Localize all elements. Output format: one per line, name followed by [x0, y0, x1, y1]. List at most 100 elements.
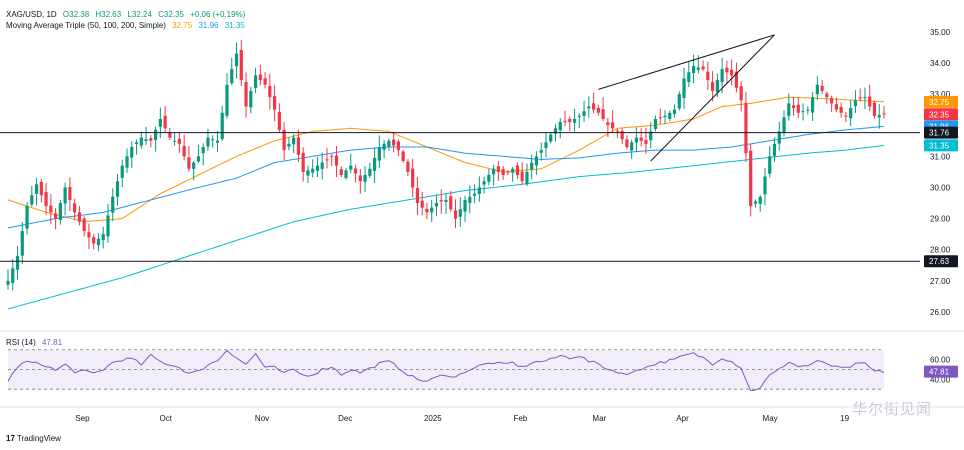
candle-body	[339, 169, 343, 175]
candle-body	[106, 215, 110, 237]
candle-body	[6, 280, 10, 285]
price-tick-label: 31.00	[930, 152, 951, 161]
candle-body	[696, 67, 700, 70]
time-tick-label: Nov	[255, 414, 269, 423]
candle-body	[553, 128, 558, 134]
candle-body	[101, 234, 105, 241]
candle-body	[182, 145, 186, 157]
candle-body	[682, 78, 686, 98]
price-tick-label: 27.00	[930, 277, 951, 286]
rsi-line	[7, 349, 885, 392]
change-value: +0.06 (+0.19%)	[190, 10, 246, 19]
candle-body	[487, 175, 491, 182]
rsi-label: RSI (14)	[6, 338, 36, 347]
candle-body	[163, 115, 167, 129]
candle-body	[120, 165, 124, 178]
candle-body	[173, 140, 177, 142]
candle-body	[211, 139, 215, 141]
symbol-label: XAG/USD, 1D	[6, 10, 57, 19]
candle-body	[434, 203, 439, 207]
candle-body	[220, 112, 224, 140]
candle-body	[625, 139, 629, 147]
candle-body	[758, 196, 762, 204]
rsi-label-box	[924, 365, 958, 378]
candle-body	[539, 150, 543, 153]
indicator-label: Moving Average Triple (50, 100, 200, Sim…	[6, 21, 166, 30]
candle-body	[134, 142, 139, 145]
candle-body	[15, 255, 20, 270]
candle-body	[701, 66, 705, 70]
grid	[0, 330, 964, 408]
tradingview-logo[interactable]: 17 TradingView	[6, 434, 61, 443]
candle-body	[849, 108, 853, 119]
price-axis: 35.0034.0033.0032.0031.0030.0029.0028.00…	[924, 28, 958, 384]
candle-body	[130, 146, 134, 158]
candle-body	[315, 165, 320, 171]
candle-body	[806, 109, 810, 111]
price-label: 32.35	[929, 110, 950, 119]
candle-body	[791, 105, 796, 109]
candle-body	[44, 191, 48, 207]
candle-body	[196, 156, 201, 162]
candle-body	[830, 98, 834, 104]
candle-body	[30, 195, 34, 205]
price-tick-label: 33.00	[930, 90, 951, 99]
candle-body	[453, 210, 458, 219]
candle-body	[349, 165, 353, 170]
price-label-box	[924, 255, 958, 268]
candle-body	[306, 170, 310, 176]
candle-body	[668, 112, 672, 119]
price-tick-label: 29.00	[930, 215, 951, 224]
indicator-header: Moving Average Triple (50, 100, 200, Sim…	[6, 21, 249, 30]
candle-body	[653, 118, 658, 130]
candle-body	[73, 203, 77, 213]
candle-body	[234, 53, 239, 67]
candle-body	[87, 232, 91, 238]
candle-body	[601, 109, 605, 119]
candle-body	[839, 106, 843, 113]
high-value: H32.63	[95, 10, 122, 19]
candle-body	[749, 150, 753, 207]
time-tick-label: Sep	[75, 414, 90, 423]
candle-body	[582, 111, 586, 116]
time-tick-label: Dec	[338, 414, 352, 423]
candle-body	[744, 102, 748, 154]
candle-body	[54, 213, 58, 219]
horizontal-levels	[0, 132, 920, 262]
candle-body	[644, 139, 648, 144]
candle-body	[201, 146, 205, 154]
candle-body	[63, 187, 67, 204]
candle-body	[263, 78, 267, 85]
candle-body	[396, 141, 400, 151]
candle-body	[206, 137, 210, 147]
candle-body	[882, 113, 886, 115]
tradingview-label: TradingView	[16, 434, 61, 443]
candle-body	[430, 207, 434, 213]
candle-body	[82, 218, 86, 232]
candle-body	[534, 156, 539, 166]
time-tick-label: Mar	[592, 414, 606, 423]
candle-body	[68, 187, 72, 200]
candle-body	[449, 196, 453, 210]
low-value: L32.24	[127, 10, 152, 19]
candle-body	[730, 69, 734, 76]
wedge-trendline	[650, 34, 775, 162]
price-label: 31.76	[929, 129, 950, 138]
time-tick-label: 2025	[424, 414, 442, 423]
time-tick-label: Oct	[159, 414, 172, 423]
ma200-value: 31.35	[224, 21, 245, 30]
candle-body	[672, 109, 677, 114]
candle-body	[192, 162, 196, 169]
candle-body	[544, 142, 548, 148]
candle-body	[268, 86, 272, 98]
candle-body	[558, 122, 562, 131]
candle-body	[634, 137, 639, 143]
candle-body	[820, 85, 824, 91]
candle-body	[549, 134, 553, 142]
candle-body	[563, 121, 567, 123]
rsi-value: 47.81	[42, 338, 63, 347]
candle-body	[111, 196, 115, 213]
candle-body	[596, 107, 600, 113]
candle-body	[215, 140, 220, 143]
